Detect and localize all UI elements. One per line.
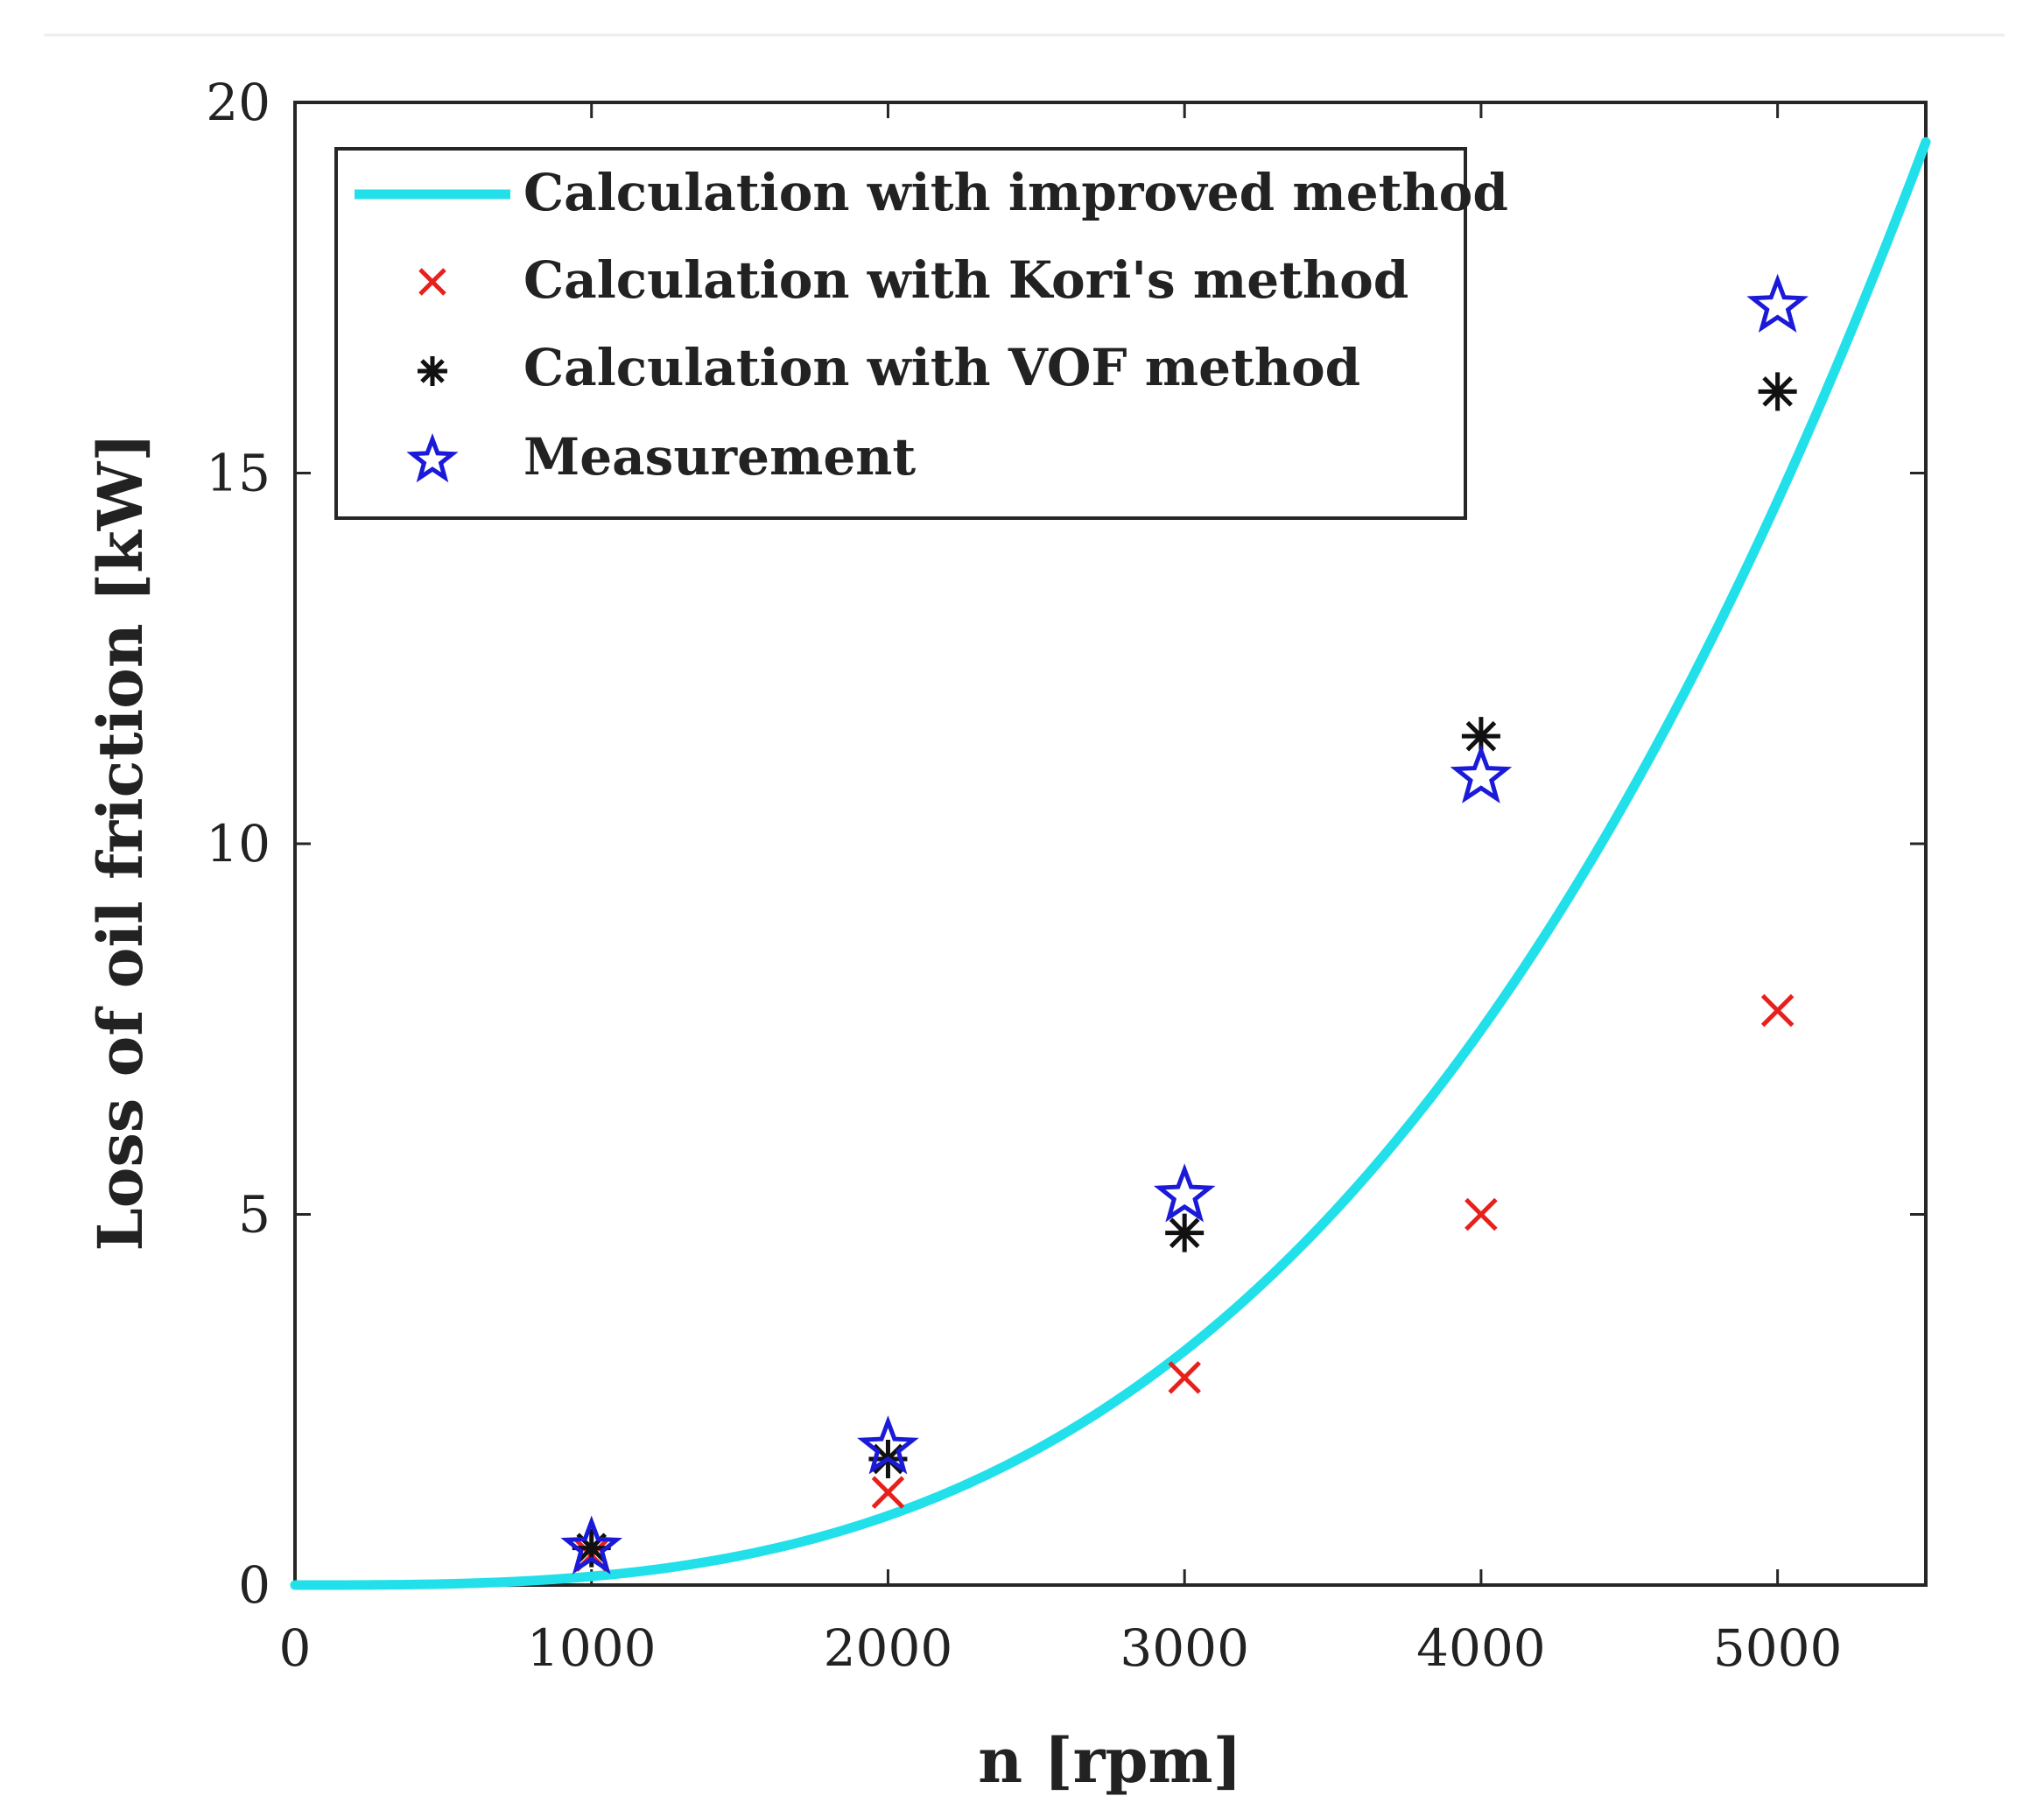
y-tick-label: 10 (206, 814, 270, 873)
improved-method-curve (290, 137, 1931, 1590)
kori-x-marker (1465, 1197, 1498, 1231)
measurement-markers (560, 273, 1809, 1575)
legend-label-kori-method: Calculation with Kori's method (523, 250, 1408, 310)
x-tick-label: 3000 (1120, 1618, 1249, 1678)
legend-label-measurement: Measurement (523, 427, 916, 487)
measurement-star-marker (560, 1515, 623, 1575)
kori-x-marker (1760, 993, 1795, 1028)
x-tick-label: 5000 (1713, 1618, 1843, 1678)
legend: Calculation with improved method Calcula… (334, 147, 1508, 520)
legend-asterisk-icon (418, 356, 447, 386)
vof-asterisk-marker (1165, 1213, 1205, 1252)
x-tick-label: 0 (279, 1618, 312, 1678)
x-tick-label: 1000 (527, 1618, 657, 1678)
kori-x-marker (1168, 1361, 1201, 1394)
legend-marker-vof-method (418, 356, 447, 386)
vof-asterisk-marker (1461, 717, 1500, 756)
legend-label-improved-method: Calculation with improved method (523, 163, 1508, 222)
x-axis-label: n [rpm] (978, 1724, 1241, 1797)
y-tick-label: 20 (206, 73, 270, 132)
kori-x-marker (871, 1476, 905, 1509)
legend-label-vof-method: Calculation with VOF method (523, 338, 1360, 397)
measurement-star-marker (1153, 1163, 1216, 1223)
measurement-star-marker (1746, 273, 1809, 333)
vof-asterisk-marker (1758, 372, 1797, 411)
y-tick-label: 15 (206, 444, 270, 503)
legend-star-icon (406, 432, 459, 483)
legend-x-icon (418, 268, 446, 296)
axis-tick-labels: 0 1000 2000 3000 4000 5000 0 5 10 15 20 (206, 73, 1842, 1678)
legend-marker-measurement (406, 432, 459, 483)
x-tick-label: 4000 (1416, 1618, 1546, 1678)
measurement-star-marker (1450, 744, 1513, 803)
x-tick-label: 2000 (824, 1618, 953, 1678)
legend-box (334, 147, 1467, 520)
y-tick-label: 0 (238, 1555, 270, 1615)
measurement-star-marker (857, 1415, 919, 1475)
series-layer (290, 137, 1931, 1590)
y-tick-label: 5 (238, 1185, 270, 1245)
y-axis-label: Loss of oil friction [kW] (84, 433, 157, 1252)
legend-marker-kori-method (418, 268, 446, 296)
